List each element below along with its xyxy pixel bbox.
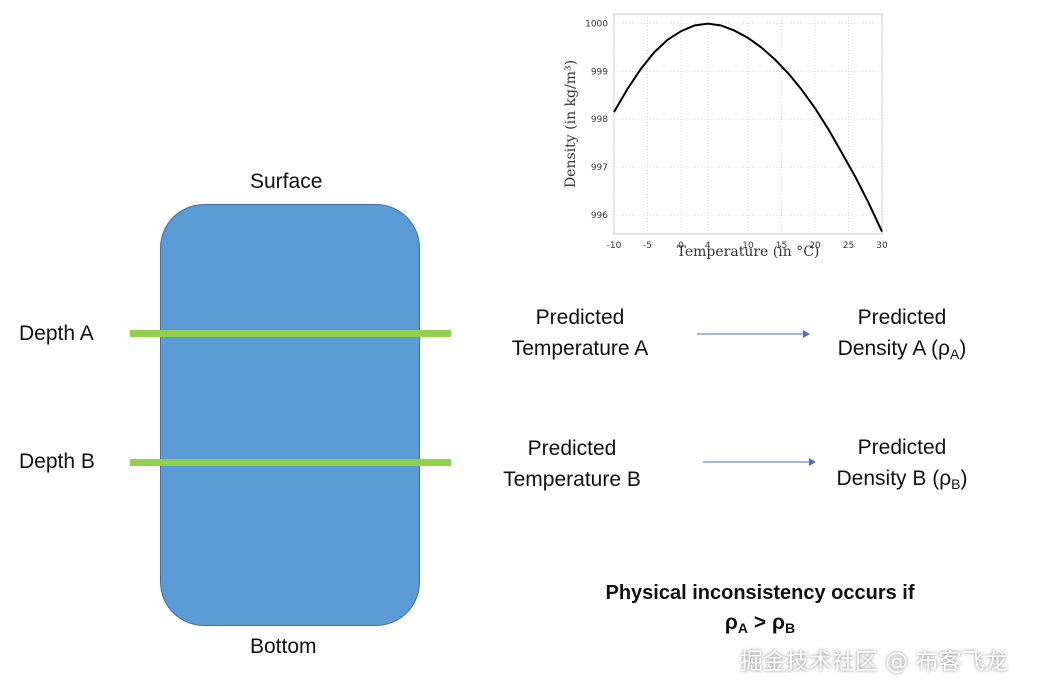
arrow-a xyxy=(697,330,810,338)
x-tick-label: 10 xyxy=(742,241,754,251)
y-tick-label: 997 xyxy=(591,163,608,173)
inconsistency-line2: ρA > ρB xyxy=(724,611,796,636)
predicted-temperature-b: Predicted Temperature B xyxy=(482,433,662,495)
depth-a-line xyxy=(130,330,451,337)
y-tick-label: 996 xyxy=(591,211,608,221)
x-tick-label: -5 xyxy=(643,241,652,251)
y-tick-label: 1000 xyxy=(585,20,608,30)
x-tick-label: 15 xyxy=(776,241,787,251)
predicted-density-a: Predicted Density A (ρA) xyxy=(812,302,992,370)
predicted-temperature-b-line1: Predicted xyxy=(527,437,617,460)
x-tick-labels: -10 -5 0 4 10 15 20 25 30 xyxy=(607,241,888,251)
predicted-temperature-a: Predicted Temperature A xyxy=(490,302,670,364)
x-tick-label: 30 xyxy=(876,241,888,251)
predicted-density-a-line2: Density A (ρA) xyxy=(837,337,967,362)
x-tick-label: 0 xyxy=(678,241,684,251)
depth-a-label: Depth A xyxy=(19,322,94,345)
inconsistency-condition: Physical inconsistency occurs if ρA > ρB xyxy=(560,578,960,643)
y-tick-label: 999 xyxy=(591,67,608,77)
predicted-temperature-b-line2: Temperature B xyxy=(503,468,641,491)
chart-grid xyxy=(613,14,883,234)
bottom-label: Bottom xyxy=(250,635,317,658)
x-axis-label: Temperature (in °C) xyxy=(677,244,820,260)
predicted-temperature-a-line2: Temperature A xyxy=(511,337,649,360)
predicted-density-a-line1: Predicted xyxy=(857,306,947,329)
x-tick-label: -10 xyxy=(607,241,622,251)
density-temperature-chart: -10 -5 0 4 10 15 20 25 30 996 997 998 999 1000 Tempe… xyxy=(563,13,888,260)
density-curve xyxy=(613,22,883,233)
predicted-density-b: Predicted Density B (ρB) xyxy=(812,432,992,500)
y-tick-labels: 996 997 998 999 1000 xyxy=(585,20,608,221)
predicted-density-b-line2: Density B (ρB) xyxy=(836,467,968,492)
inconsistency-line1: Physical inconsistency occurs if xyxy=(605,582,915,604)
depth-b-line xyxy=(130,459,451,466)
predicted-temperature-a-line1: Predicted xyxy=(535,306,625,329)
watermark: 掘金技术社区 @ 布客飞龙 xyxy=(740,649,1008,675)
x-tick-label: 25 xyxy=(843,241,854,251)
depth-b-label: Depth B xyxy=(19,450,95,473)
surface-label: Surface xyxy=(250,170,323,193)
water-body xyxy=(160,204,420,626)
arrow-b xyxy=(703,458,816,466)
x-tick-label: 20 xyxy=(809,241,821,251)
x-tick-label: 4 xyxy=(705,241,711,251)
y-axis-label: Density (in kg/m³) xyxy=(563,60,579,188)
predicted-density-b-line1: Predicted xyxy=(857,436,947,459)
y-tick-label: 998 xyxy=(591,115,608,125)
